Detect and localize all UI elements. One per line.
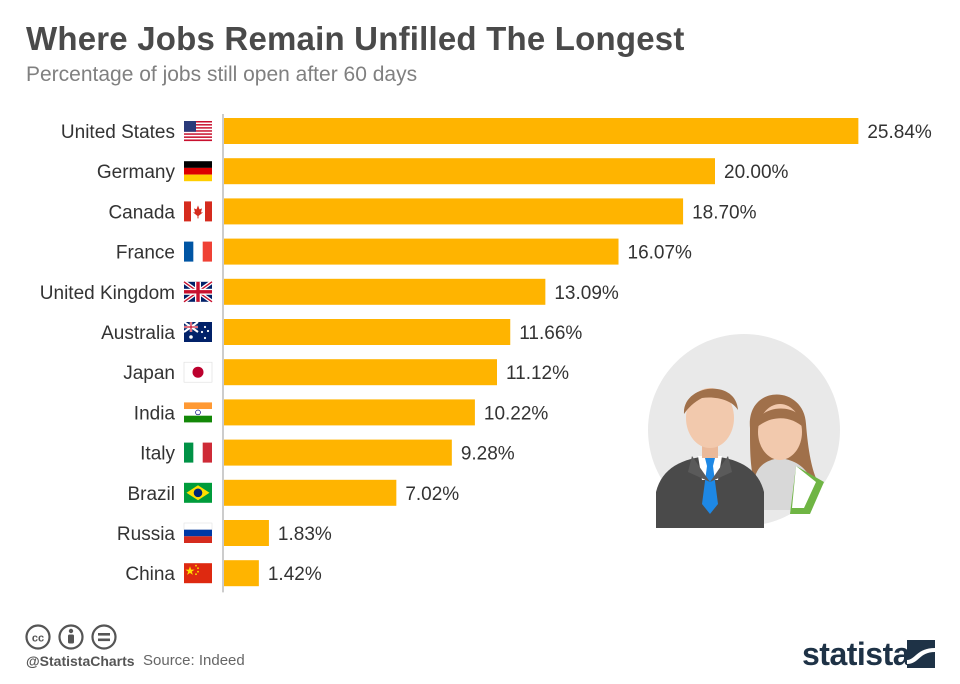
country-label: Brazil [127, 484, 175, 505]
value-label: 25.84% [867, 122, 932, 143]
bar [224, 359, 497, 386]
jp-flag-icon [183, 361, 213, 383]
bar [224, 319, 511, 345]
country-label: France [116, 243, 175, 264]
footer-source: Source: Indeed [143, 652, 245, 669]
country-label: Germany [97, 162, 176, 183]
in-flag-icon [184, 402, 212, 423]
bar [224, 158, 715, 185]
fr-flag-icon [184, 241, 212, 262]
business-people-icon [648, 334, 840, 528]
value-label: 11.12% [506, 363, 569, 384]
au-flag-icon [183, 321, 212, 342]
value-label: 13.09% [554, 283, 619, 304]
no-derivatives-icon [91, 624, 117, 650]
ru-flag-icon [183, 522, 213, 543]
value-label: 11.66% [519, 323, 582, 344]
statista-logo-mark-icon [907, 640, 935, 668]
br-flag-icon [184, 482, 212, 503]
license-icons: cc [25, 624, 117, 650]
bar [224, 118, 859, 144]
value-label: 1.42% [268, 564, 322, 585]
gb-flag-icon [182, 280, 214, 304]
bar [224, 238, 619, 265]
country-label: Australia [101, 323, 175, 344]
ca-flag-icon [184, 201, 212, 222]
statista-logo: statista [802, 636, 911, 672]
de-flag-icon [184, 161, 212, 182]
value-label: 20.00% [724, 162, 789, 183]
creative-commons-icon: cc [25, 624, 51, 650]
value-label: 18.70% [692, 202, 757, 223]
country-label: Japan [123, 363, 175, 384]
bar [224, 520, 269, 546]
value-label: 7.02% [405, 484, 459, 505]
value-label: 16.07% [628, 243, 693, 264]
bar [224, 479, 397, 506]
cn-flag-icon [184, 563, 212, 584]
chart-subtitle: Percentage of jobs still open after 60 d… [26, 63, 418, 86]
country-label: Canada [108, 202, 175, 223]
country-label: Italy [140, 444, 175, 465]
country-label: Russia [117, 524, 176, 545]
country-label: United Kingdom [40, 283, 175, 304]
bar [224, 278, 546, 305]
chart-title: Where Jobs Remain Unfilled The Longest [26, 20, 685, 57]
it-flag-icon [184, 442, 212, 463]
country-label: United States [61, 122, 175, 143]
bar-chart: United States 25.84% Germany 20.00% Canada 18… [40, 114, 932, 593]
footer-handle: @StatistaCharts [26, 653, 135, 669]
value-label: 10.22% [484, 403, 549, 424]
value-label: 1.83% [278, 524, 332, 545]
bar [224, 399, 475, 426]
country-label: India [134, 403, 176, 424]
value-label: 9.28% [461, 444, 515, 465]
attribution-icon [58, 624, 84, 650]
country-label: China [125, 564, 175, 585]
bar [224, 560, 259, 587]
bar [224, 198, 684, 225]
svg-text:cc: cc [32, 633, 44, 645]
bar [224, 439, 452, 466]
us-flag-icon [184, 121, 212, 142]
